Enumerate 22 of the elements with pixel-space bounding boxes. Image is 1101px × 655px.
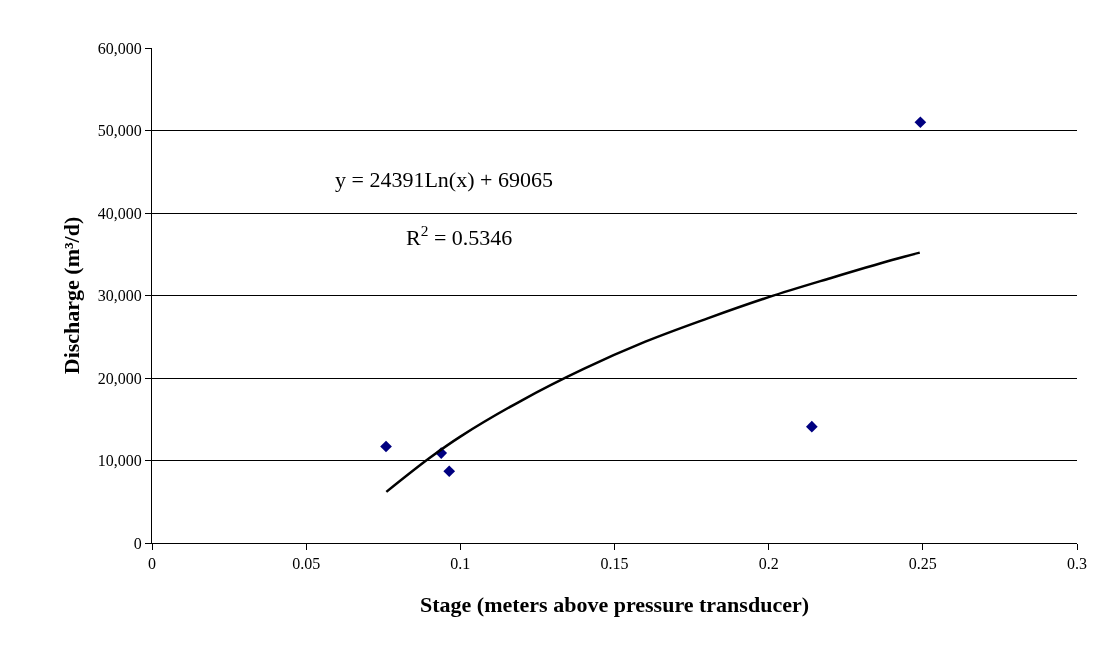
x-tick-label: 0.15 xyxy=(600,555,629,573)
y-tick-label: 30,000 xyxy=(97,287,142,305)
x-axis-title: Stage (meters above pressure transducer) xyxy=(420,592,809,618)
x-tick-label: 0.25 xyxy=(908,555,937,573)
point xyxy=(805,420,818,433)
point xyxy=(380,440,392,453)
x-tick-label: 0.2 xyxy=(758,555,779,573)
x-tick-label: 0 xyxy=(148,555,156,573)
y-tick-label: 20,000 xyxy=(97,369,142,387)
point xyxy=(914,116,927,129)
y-tick-label: 0 xyxy=(133,534,142,552)
y-tick-label: 40,000 xyxy=(97,204,142,222)
x-tick-label: 0.1 xyxy=(450,555,471,573)
y-tick-label: 10,000 xyxy=(97,452,142,470)
y-tick-label: 60,000 xyxy=(97,39,142,57)
point xyxy=(443,465,456,478)
annotation: y = 24391Ln(x) + 69065 xyxy=(335,167,553,192)
y-tick-label: 50,000 xyxy=(97,122,142,140)
x-tick-label: 0.3 xyxy=(1067,555,1087,573)
x-tick-label: 0.05 xyxy=(292,555,321,573)
annotation: R$^{2}$ = 0.5346 xyxy=(406,222,513,251)
y-axis-title: Discharge (m³/d) xyxy=(58,216,84,375)
